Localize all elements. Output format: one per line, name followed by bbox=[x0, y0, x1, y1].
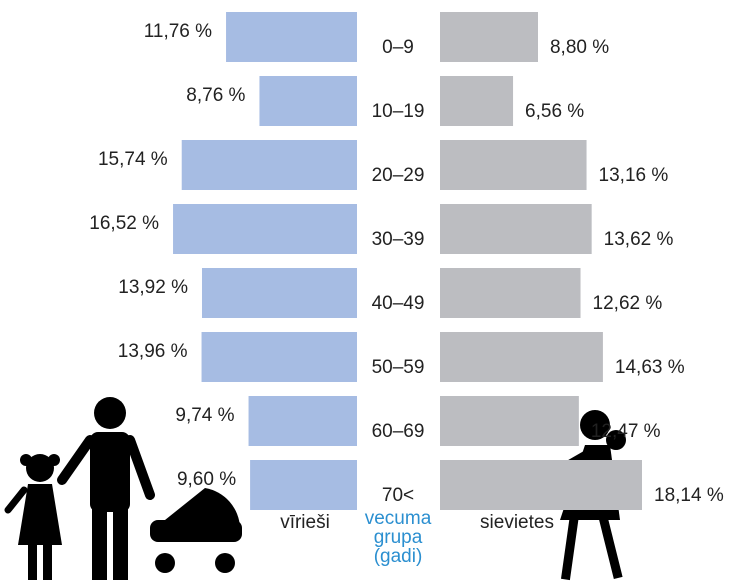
bar bbox=[182, 140, 357, 190]
value-label: 13,96 % bbox=[118, 341, 188, 362]
page: 0–9 11,76 % 8,80 % 10–19 8,76 % 6,56 % 20–29 15… bbox=[0, 0, 744, 583]
value-label: 8,80 % bbox=[550, 37, 609, 58]
bar bbox=[249, 396, 357, 446]
category-label: 30–39 bbox=[372, 229, 425, 250]
category-label: 60–69 bbox=[372, 421, 425, 442]
value-label: 8,76 % bbox=[186, 85, 245, 106]
bar bbox=[440, 396, 579, 446]
value-label: 12,62 % bbox=[593, 293, 663, 314]
value-label: 13,92 % bbox=[118, 277, 188, 298]
bar bbox=[440, 268, 581, 318]
category-label: 20–29 bbox=[372, 165, 425, 186]
value-label: 14,63 % bbox=[615, 357, 685, 378]
category-label: 0–9 bbox=[382, 37, 414, 58]
axis-label: vecuma grupa (gadi) bbox=[358, 509, 438, 566]
bar bbox=[259, 76, 357, 126]
bar bbox=[202, 268, 357, 318]
category-label: 50–59 bbox=[372, 357, 425, 378]
bar bbox=[226, 12, 357, 62]
bar bbox=[440, 76, 513, 126]
bar bbox=[440, 204, 592, 254]
value-label: 12,47 % bbox=[591, 421, 661, 442]
legend-label: sievietes bbox=[480, 512, 554, 533]
bar bbox=[202, 332, 357, 382]
value-label: 11,76 % bbox=[144, 21, 212, 42]
value-label: 9,60 % bbox=[177, 469, 236, 490]
category-label: 40–49 bbox=[372, 293, 425, 314]
value-label: 13,62 % bbox=[604, 229, 674, 250]
category-label: 10–19 bbox=[372, 101, 425, 122]
value-label: 13,16 % bbox=[599, 165, 669, 186]
value-label: 6,56 % bbox=[525, 101, 584, 122]
value-label: 15,74 % bbox=[98, 149, 168, 170]
legend-label: vīrieši bbox=[280, 512, 330, 533]
bar bbox=[440, 332, 603, 382]
bar bbox=[173, 204, 357, 254]
value-label: 18,14 % bbox=[654, 485, 724, 506]
value-label: 16,52 % bbox=[89, 213, 159, 234]
chart: 0–9 11,76 % 8,80 % 10–19 8,76 % 6,56 % 20–29 15… bbox=[0, 0, 744, 583]
bar bbox=[440, 12, 538, 62]
value-label: 9,74 % bbox=[175, 405, 234, 426]
category-label: 70< bbox=[382, 485, 414, 506]
bar bbox=[250, 460, 357, 510]
bar bbox=[440, 140, 587, 190]
bar bbox=[440, 460, 642, 510]
